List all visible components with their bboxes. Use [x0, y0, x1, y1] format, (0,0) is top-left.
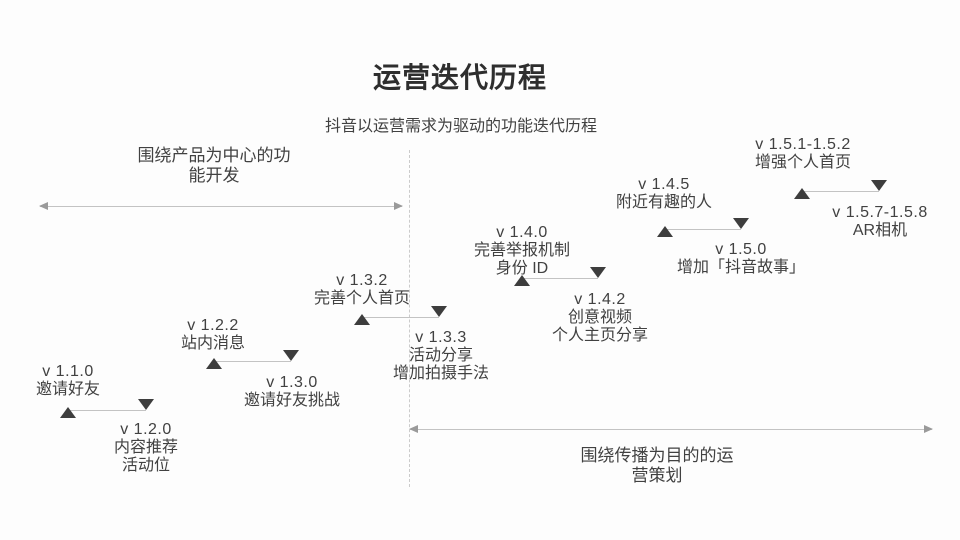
version-label: v 1.1.0 — [42, 363, 94, 380]
milestone-v1-4-0: v 1.4.0 完善举报机制 身份 ID — [474, 224, 570, 278]
feature-label: 内容推荐 — [113, 439, 179, 456]
version-label: v 1.3.0 — [266, 374, 318, 391]
milestone-v1-5-0: v 1.5.0 增加「抖音故事」 — [677, 241, 805, 277]
up-triangle-icon — [60, 407, 76, 418]
feature-label: 活动分享 — [408, 347, 474, 364]
down-triangle-icon — [431, 306, 447, 317]
left-arrowhead-icon — [409, 425, 418, 433]
left-arrowhead-icon — [39, 202, 48, 210]
milestone-v1-4-2: v 1.4.2 创意视频 个人主页分享 — [552, 291, 648, 345]
milestone-v1-3-3: v 1.3.3 活动分享 增加拍摄手法 — [393, 329, 489, 383]
milestone-v1-5-1-1-5-2: v 1.5.1-1.5.2 增强个人首页 — [755, 136, 851, 172]
down-triangle-icon — [590, 267, 606, 278]
milestone-v1-1-0: v 1.1.0 邀请好友 — [36, 363, 100, 399]
phase-left-label-line2: 能开发 — [188, 166, 240, 185]
phase-left-label-line1: 围绕产品为中心的功 — [137, 146, 291, 165]
right-arrowhead-icon — [924, 425, 933, 433]
down-triangle-icon — [871, 180, 887, 191]
version-label: v 1.3.3 — [415, 329, 467, 346]
feature-label: 身份 ID — [495, 260, 549, 277]
feature-label: 增加「抖音故事」 — [676, 259, 806, 276]
feature-label: 活动位 — [121, 457, 171, 474]
step-connector-6 — [794, 180, 887, 199]
up-triangle-icon — [794, 188, 810, 199]
phase-right-label-line1: 围绕传播为目的的运 — [580, 446, 734, 465]
phase-left-label: 围绕产品为中心的功 能开发 — [138, 146, 291, 186]
feature-label: 完善个人首页 — [313, 290, 411, 307]
feature-label: 个人主页分享 — [551, 327, 649, 344]
milestone-v1-4-5: v 1.4.5 附近有趣的人 — [616, 176, 712, 212]
down-triangle-icon — [138, 399, 154, 410]
feature-label: 创意视频 — [567, 309, 633, 326]
up-triangle-icon — [354, 314, 370, 325]
down-triangle-icon — [283, 350, 299, 361]
phase-right-arrow — [409, 425, 933, 433]
version-label: v 1.4.2 — [574, 291, 626, 308]
up-triangle-icon — [206, 358, 222, 369]
up-triangle-icon — [657, 226, 673, 237]
version-label: v 1.2.0 — [120, 421, 172, 438]
feature-label: 邀请好友 — [35, 381, 101, 398]
feature-label: 邀请好友挑战 — [243, 392, 341, 409]
right-arrowhead-icon — [394, 202, 403, 210]
feature-label: 完善举报机制 — [473, 242, 571, 259]
milestone-v1-3-2: v 1.3.2 完善个人首页 — [314, 272, 410, 308]
phase-divider-dashed-line — [409, 150, 410, 487]
page-title: 运营迭代历程 — [372, 62, 548, 93]
feature-label: 站内消息 — [180, 335, 246, 352]
version-label: v 1.5.7-1.5.8 — [832, 204, 928, 221]
version-label: v 1.5.0 — [715, 241, 767, 258]
version-label: v 1.5.1-1.5.2 — [755, 136, 851, 153]
phase-left-arrow — [39, 202, 403, 210]
page-subtitle: 抖音以运营需求为驱动的功能迭代历程 — [324, 118, 598, 135]
step-connector-3 — [354, 306, 447, 325]
up-triangle-icon — [514, 275, 530, 286]
milestone-v1-5-7-1-5-8: v 1.5.7-1.5.8 AR相机 — [832, 204, 927, 240]
milestone-v1-2-2: v 1.2.2 站内消息 — [181, 317, 245, 353]
feature-label: 附近有趣的人 — [615, 194, 713, 211]
phase-right-label-line2: 营策划 — [631, 466, 683, 485]
version-label: v 1.4.5 — [638, 176, 690, 193]
step-connector-4 — [514, 267, 606, 286]
step-connector-1 — [60, 399, 154, 418]
version-label: v 1.3.2 — [336, 272, 388, 289]
step-connector-2 — [206, 350, 299, 369]
phase-right-label: 围绕传播为目的的运 营策划 — [581, 446, 734, 486]
feature-label: 增加拍摄手法 — [392, 365, 490, 382]
feature-label: 增强个人首页 — [754, 154, 852, 171]
version-label: v 1.2.2 — [187, 317, 239, 334]
step-connector-5 — [657, 218, 749, 237]
milestone-v1-2-0: v 1.2.0 内容推荐 活动位 — [114, 421, 178, 475]
milestone-v1-3-0: v 1.3.0 邀请好友挑战 — [244, 374, 340, 410]
feature-label: AR相机 — [852, 222, 908, 239]
version-label: v 1.4.0 — [496, 224, 548, 241]
down-triangle-icon — [733, 218, 749, 229]
